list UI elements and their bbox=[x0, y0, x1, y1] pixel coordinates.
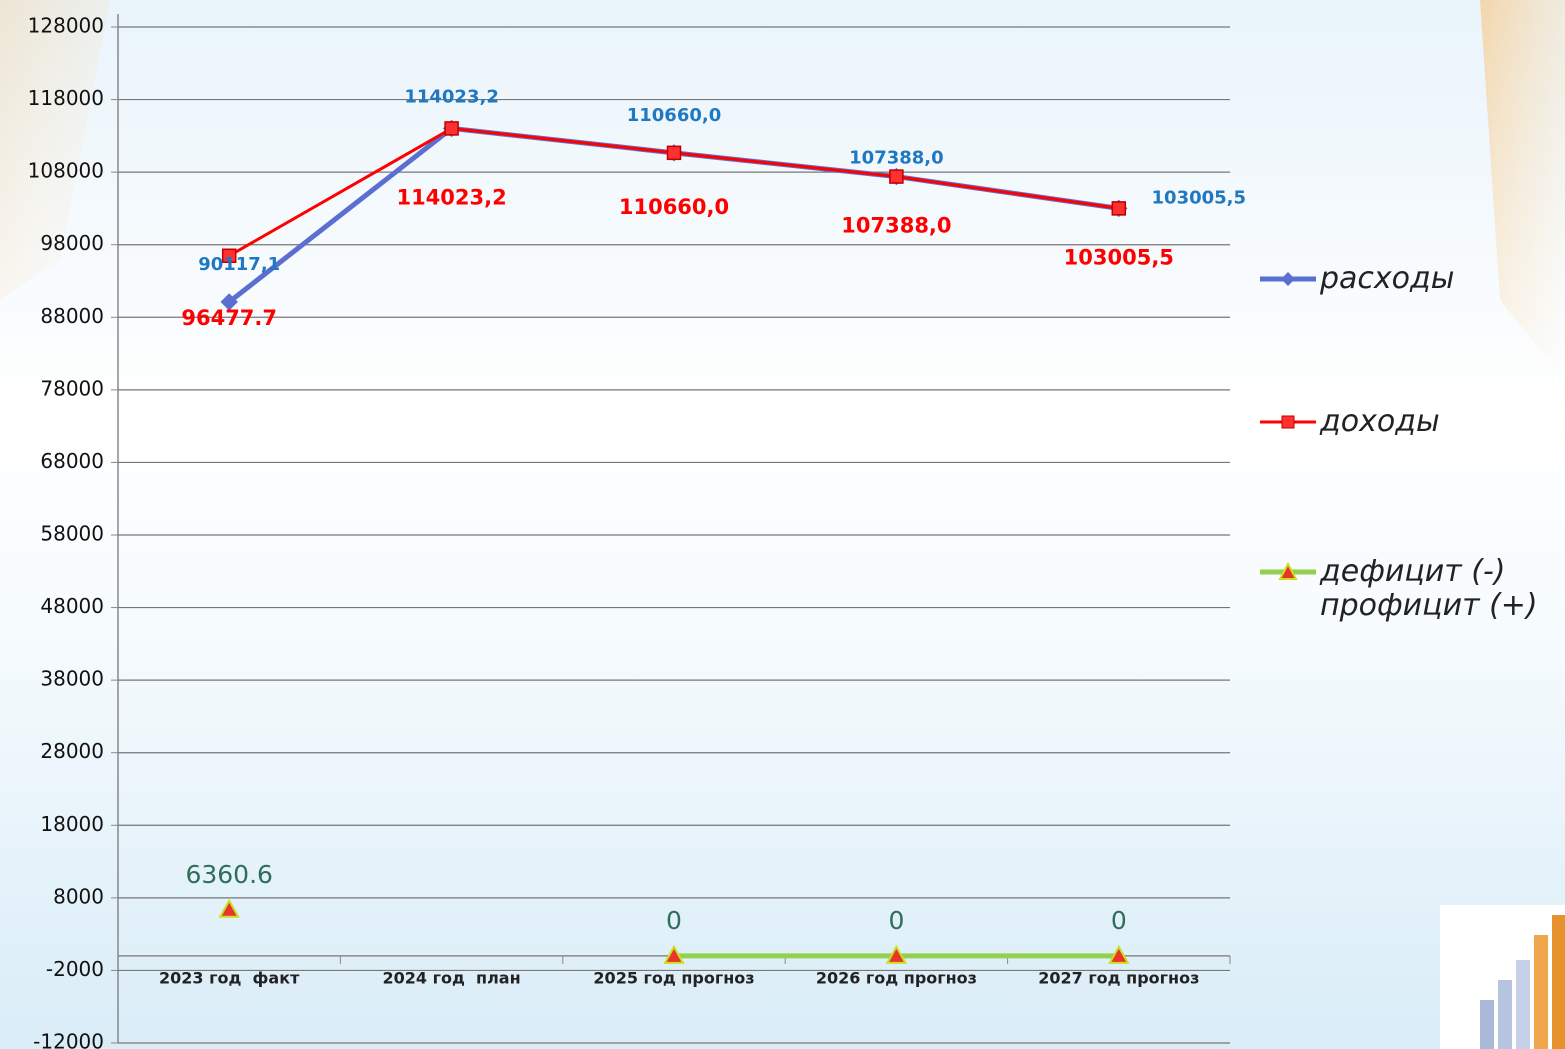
y-tick-label: -2000 bbox=[46, 957, 104, 981]
marker bbox=[1111, 201, 1127, 216]
y-tick-label: 128000 bbox=[28, 14, 104, 38]
x-tick-label: 2024 год план bbox=[383, 968, 521, 987]
legend-label: дефицит (-) профицит (+) bbox=[1320, 554, 1538, 623]
corner-picture bbox=[1440, 905, 1565, 1049]
data-label: 103005,5 bbox=[1064, 245, 1174, 269]
legend-label: расходы bbox=[1320, 261, 1455, 296]
y-tick-label: 78000 bbox=[40, 376, 104, 400]
data-label: 114023,2 bbox=[396, 185, 506, 209]
legend-swatch bbox=[1260, 415, 1316, 429]
data-label: 6360.6 bbox=[185, 860, 272, 889]
data-label: 110660,0 bbox=[619, 195, 729, 219]
y-tick-label: 118000 bbox=[28, 86, 104, 110]
legend-marker bbox=[1281, 415, 1295, 429]
y-tick-label: 28000 bbox=[40, 739, 104, 763]
data-label: 90117,1 bbox=[198, 254, 280, 275]
x-tick-label: 2026 год прогноз bbox=[816, 968, 977, 987]
y-tick-label: 18000 bbox=[40, 812, 104, 836]
marker bbox=[663, 944, 685, 964]
marker bbox=[666, 145, 682, 161]
y-tick-label: -12000 bbox=[33, 1030, 104, 1049]
x-tick-label: 2023 год факт bbox=[159, 968, 300, 987]
legend-marker bbox=[1281, 272, 1295, 286]
legend-item: расходы bbox=[1258, 262, 1565, 296]
marker bbox=[220, 293, 238, 311]
y-tick-label: 38000 bbox=[40, 667, 104, 691]
y-tick-label: 8000 bbox=[53, 884, 104, 908]
legend-item: дефицит (-) профицит (+) bbox=[1258, 555, 1565, 623]
y-tick-label: 58000 bbox=[40, 522, 104, 546]
marker bbox=[885, 944, 908, 964]
legend-swatch bbox=[1260, 272, 1316, 286]
marker bbox=[889, 169, 904, 184]
y-tick-label: 88000 bbox=[40, 304, 104, 328]
legend-item: доходы bbox=[1258, 405, 1565, 439]
x-tick-label: 2025 год прогноз bbox=[593, 968, 754, 987]
marker bbox=[1108, 944, 1130, 964]
data-label: 0 bbox=[666, 906, 682, 935]
data-label: 0 bbox=[1111, 906, 1127, 935]
data-label: 103005,5 bbox=[1152, 187, 1247, 208]
marker bbox=[218, 898, 240, 918]
marker bbox=[221, 248, 237, 264]
decoration bbox=[0, 0, 110, 300]
data-label: 114023,2 bbox=[404, 86, 499, 107]
legend-swatch bbox=[1260, 561, 1316, 580]
data-label: 96477.7 bbox=[181, 306, 277, 330]
data-label: 0 bbox=[888, 906, 904, 935]
x-tick-label: 2027 год прогноз bbox=[1038, 968, 1199, 987]
y-tick-label: 68000 bbox=[40, 449, 104, 473]
legend-label: доходы bbox=[1320, 404, 1440, 439]
legend-marker bbox=[1278, 561, 1298, 580]
data-label: 107388,0 bbox=[841, 214, 951, 238]
y-tick-label: 48000 bbox=[40, 594, 104, 618]
marker bbox=[444, 121, 459, 136]
data-label: 107388,0 bbox=[849, 148, 944, 169]
data-label: 110660,0 bbox=[627, 105, 722, 126]
y-tick-label: 98000 bbox=[40, 231, 104, 255]
y-tick-label: 108000 bbox=[28, 159, 104, 183]
decoration bbox=[1480, 0, 1565, 380]
